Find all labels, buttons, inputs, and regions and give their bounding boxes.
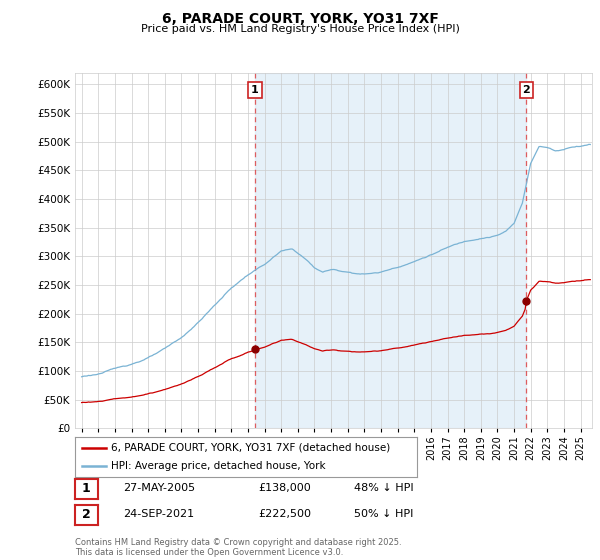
- Text: 48% ↓ HPI: 48% ↓ HPI: [354, 483, 413, 493]
- Text: 1: 1: [82, 482, 91, 496]
- Text: 2: 2: [523, 85, 530, 95]
- Text: £222,500: £222,500: [258, 509, 311, 519]
- Text: 24-SEP-2021: 24-SEP-2021: [123, 509, 194, 519]
- Text: 6, PARADE COURT, YORK, YO31 7XF (detached house): 6, PARADE COURT, YORK, YO31 7XF (detache…: [111, 443, 390, 452]
- Text: HPI: Average price, detached house, York: HPI: Average price, detached house, York: [111, 461, 326, 471]
- Text: 27-MAY-2005: 27-MAY-2005: [123, 483, 195, 493]
- Bar: [255, 73, 526, 428]
- Text: 6, PARADE COURT, YORK, YO31 7XF: 6, PARADE COURT, YORK, YO31 7XF: [161, 12, 439, 26]
- Text: Price paid vs. HM Land Registry's House Price Index (HPI): Price paid vs. HM Land Registry's House …: [140, 24, 460, 34]
- Text: £138,000: £138,000: [258, 483, 311, 493]
- Text: 1: 1: [251, 85, 259, 95]
- Text: Contains HM Land Registry data © Crown copyright and database right 2025.
This d: Contains HM Land Registry data © Crown c…: [75, 538, 401, 557]
- Text: 50% ↓ HPI: 50% ↓ HPI: [354, 509, 413, 519]
- Text: 2: 2: [82, 508, 91, 521]
